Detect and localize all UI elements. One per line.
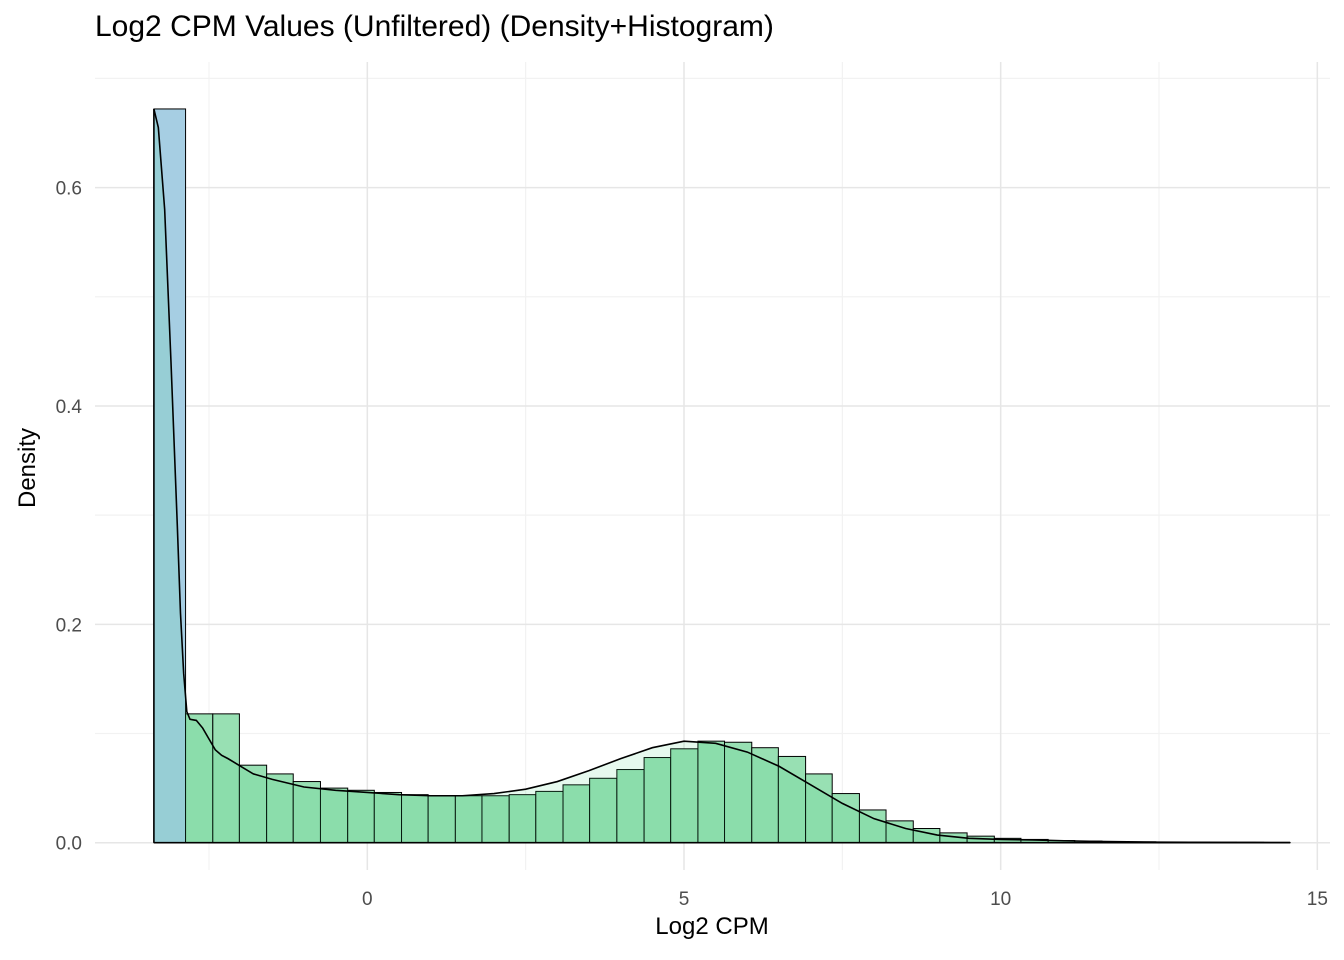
x-tick-label: 5 <box>679 889 690 910</box>
x-tick-label: 0 <box>362 889 373 910</box>
histogram-bar <box>319 787 349 844</box>
histogram-bar <box>535 790 564 844</box>
histogram-bar <box>266 773 294 844</box>
histogram-bar <box>858 809 887 844</box>
histogram-bar <box>670 748 699 844</box>
x-axis-ticks: 0 5 10 15 <box>362 889 1328 910</box>
density-curve-layer <box>153 108 1291 844</box>
major-gridlines <box>95 62 1330 870</box>
minor-gridlines <box>95 62 1330 870</box>
y-axis-ticks: 0.0 0.2 0.4 0.6 <box>56 179 83 855</box>
histogram-bar <box>185 713 214 844</box>
chart-title: Log2 CPM Values (Unfiltered) (Density+Hi… <box>95 10 774 43</box>
x-axis-label: Log2 CPM <box>655 913 769 940</box>
y-tick-label: 0.0 <box>56 834 82 855</box>
histogram-bar <box>508 794 537 844</box>
histogram-bar <box>427 795 456 844</box>
x-tick-label: 15 <box>1307 889 1328 910</box>
histogram-bars <box>153 108 1291 844</box>
y-tick-label: 0.2 <box>56 615 82 636</box>
y-tick-label: 0.4 <box>56 397 83 418</box>
density-area <box>153 108 1291 843</box>
histogram-bar <box>212 713 240 844</box>
histogram-bar <box>401 794 429 844</box>
density-line <box>153 108 1291 844</box>
histogram-bar <box>777 755 807 844</box>
histogram-bar <box>373 791 403 844</box>
histogram-bar <box>238 764 268 844</box>
y-tick-label: 0.6 <box>56 179 82 200</box>
histogram-bar <box>153 108 187 844</box>
x-tick-label: 10 <box>990 889 1011 910</box>
histogram-bar <box>697 740 726 844</box>
y-axis-label: Density <box>14 427 41 509</box>
